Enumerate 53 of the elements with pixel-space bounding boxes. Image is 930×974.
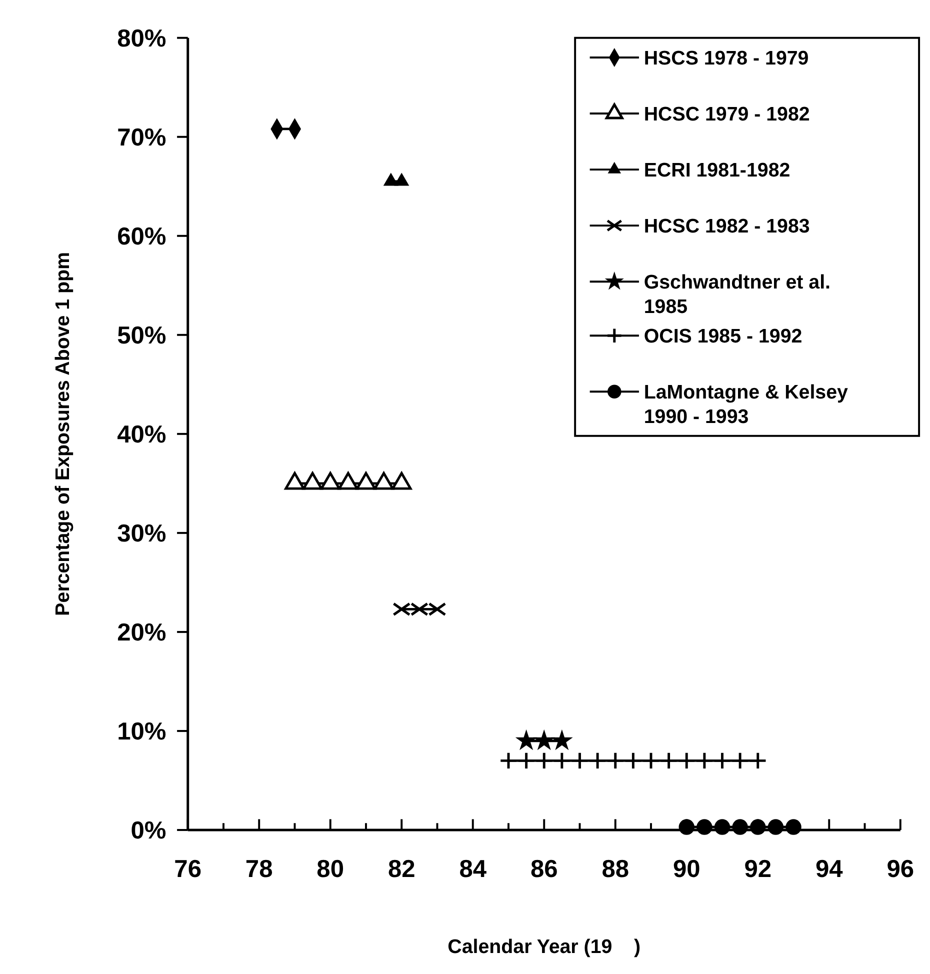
point bbox=[695, 752, 714, 770]
legend-label: LaMontagne & Kelsey 1990 - 1993 bbox=[644, 382, 848, 428]
point bbox=[732, 819, 748, 835]
legend-label: HSCS 1978 - 1979 bbox=[644, 47, 809, 70]
point bbox=[750, 819, 766, 835]
x-tick-label: 96 bbox=[886, 856, 914, 884]
point bbox=[570, 752, 589, 770]
point bbox=[730, 752, 750, 770]
point bbox=[499, 752, 518, 770]
x-tick-label: 94 bbox=[815, 856, 844, 884]
point bbox=[642, 752, 660, 770]
legend-label: ECRI 1981-1982 bbox=[644, 159, 790, 182]
x-tick-label: 86 bbox=[530, 856, 558, 884]
point bbox=[768, 819, 784, 835]
legend-label: Gschwandtner et al. 1985 bbox=[644, 271, 831, 318]
x-tick-label: 90 bbox=[672, 856, 700, 884]
y-tick-label: 60% bbox=[117, 223, 166, 250]
x-tick-label: 84 bbox=[459, 856, 487, 884]
legend-label: HCSC 1982 - 1983 bbox=[644, 215, 810, 238]
point bbox=[550, 729, 573, 750]
point bbox=[713, 752, 732, 770]
y-tick-label: 50% bbox=[117, 322, 166, 350]
point bbox=[517, 752, 536, 770]
x-tick-label: 82 bbox=[388, 856, 416, 884]
point bbox=[660, 752, 678, 770]
x-tick-label: 92 bbox=[744, 856, 772, 884]
legend-label: OCIS 1985 - 1992 bbox=[644, 326, 802, 348]
y-tick-label: 40% bbox=[117, 422, 166, 449]
x-tick-label: 88 bbox=[602, 856, 630, 884]
x-axis-title: Calendar Year (19 ) bbox=[448, 936, 641, 958]
y-tick-label: 20% bbox=[117, 620, 166, 647]
point bbox=[678, 752, 696, 770]
point bbox=[606, 752, 624, 770]
point bbox=[533, 729, 556, 750]
x-tick-label: 80 bbox=[316, 856, 344, 884]
y-tick-label: 10% bbox=[117, 718, 166, 746]
point bbox=[748, 752, 767, 770]
y-tick-label: 0% bbox=[130, 818, 166, 845]
y-axis-title: Percentage of Exposures Above 1 ppm bbox=[52, 252, 74, 616]
point bbox=[714, 819, 730, 835]
point bbox=[624, 752, 642, 770]
y-tick-label: 30% bbox=[117, 520, 166, 548]
legend-label: HCSC 1979 - 1982 bbox=[644, 103, 810, 126]
point bbox=[588, 752, 607, 770]
x-tick-label: 78 bbox=[245, 856, 273, 884]
point bbox=[515, 729, 538, 750]
point bbox=[696, 819, 712, 835]
y-tick-label: 80% bbox=[117, 25, 166, 52]
point bbox=[535, 752, 554, 770]
y-tick-label: 70% bbox=[117, 124, 166, 152]
x-tick-label: 76 bbox=[174, 856, 202, 884]
point bbox=[552, 752, 572, 770]
point bbox=[786, 819, 802, 835]
